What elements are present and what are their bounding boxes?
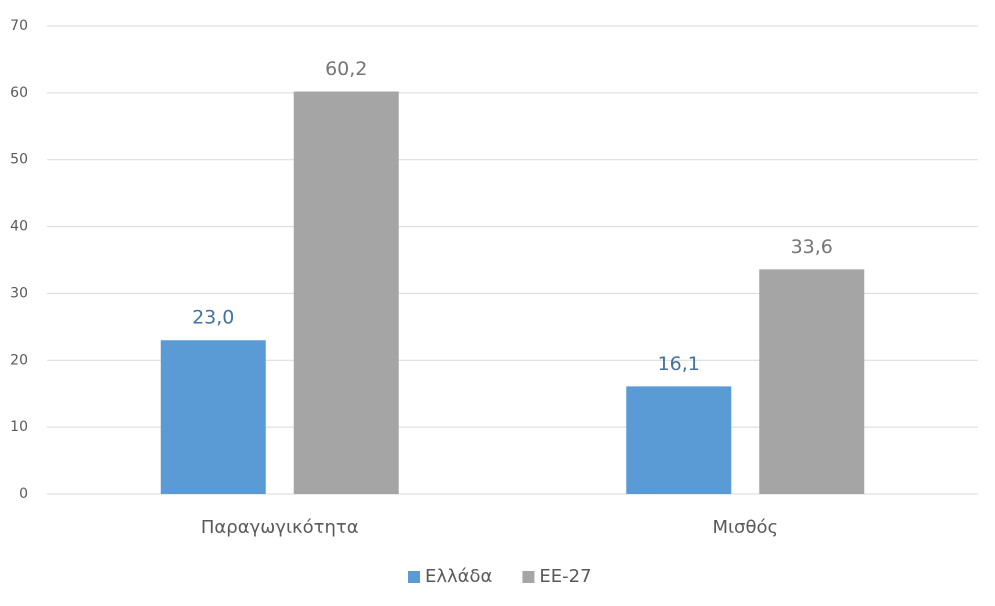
y-tick-label: 40 (10, 219, 28, 235)
y-tick-label: 0 (19, 486, 28, 502)
legend-swatch (408, 571, 420, 583)
bar (160, 340, 266, 494)
value-label: 60,2 (325, 58, 367, 80)
y-tick-label: 60 (10, 85, 28, 101)
value-label: 23,0 (192, 307, 234, 329)
y-tick-label: 70 (10, 18, 28, 34)
y-tick-label: 30 (10, 285, 28, 301)
value-label: 16,1 (658, 353, 700, 375)
x-tick-label: Παραγωγικότητα (201, 517, 359, 538)
y-tick-label: 50 (10, 152, 28, 168)
bar (293, 91, 399, 495)
bar (759, 269, 865, 494)
y-tick-label: 20 (10, 352, 28, 368)
legend-label: ΕΕ-27 (539, 566, 591, 587)
x-tick-label: Μισθός (712, 517, 778, 538)
legend-label: Ελλάδα (425, 566, 492, 587)
value-label: 33,6 (791, 236, 833, 258)
bar (626, 386, 732, 494)
legend-swatch (522, 571, 535, 583)
y-tick-label: 10 (10, 419, 28, 435)
